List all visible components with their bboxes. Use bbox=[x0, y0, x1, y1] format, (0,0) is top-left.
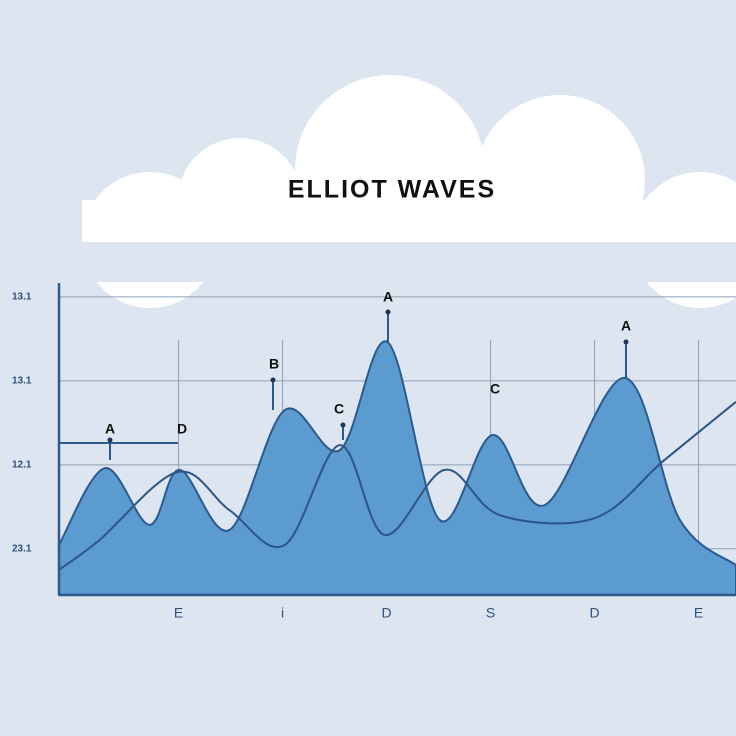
x-tick-label: D bbox=[590, 605, 600, 621]
annotation: C bbox=[334, 401, 344, 417]
cloud-puff bbox=[295, 75, 485, 265]
y-tick-label: 12.1 bbox=[12, 459, 32, 470]
chart-title: ELLIOT WAVES bbox=[288, 176, 496, 204]
y-tick-label: 13.1 bbox=[12, 375, 32, 386]
y-tick-label: 13.1 bbox=[12, 291, 32, 302]
cloud-cut bbox=[82, 242, 736, 282]
annotation: C bbox=[490, 381, 500, 397]
annotation: A bbox=[383, 289, 393, 305]
x-tick-label: i bbox=[281, 605, 284, 621]
annotation: D bbox=[177, 421, 187, 437]
annotation-dot bbox=[340, 422, 346, 428]
annotation: A bbox=[105, 421, 115, 437]
annotation: A bbox=[621, 318, 631, 334]
x-tick-label: E bbox=[174, 605, 183, 621]
annotation-dot bbox=[107, 437, 113, 443]
annotation: B bbox=[269, 356, 279, 372]
x-tick-label: E bbox=[694, 605, 703, 621]
cloud-puff bbox=[475, 95, 645, 265]
cloud-puff bbox=[178, 138, 302, 262]
cloud bbox=[82, 75, 736, 308]
annotation-dot bbox=[385, 309, 391, 315]
cloud-puff bbox=[632, 172, 736, 308]
line bbox=[58, 401, 736, 571]
area bbox=[58, 340, 736, 596]
y-tick-label: 23.1 bbox=[12, 543, 32, 554]
x-tick-label: S bbox=[486, 605, 495, 621]
annotation-dot bbox=[623, 339, 629, 345]
x-tick-label: D bbox=[382, 605, 392, 621]
annotation-dot bbox=[270, 377, 276, 383]
